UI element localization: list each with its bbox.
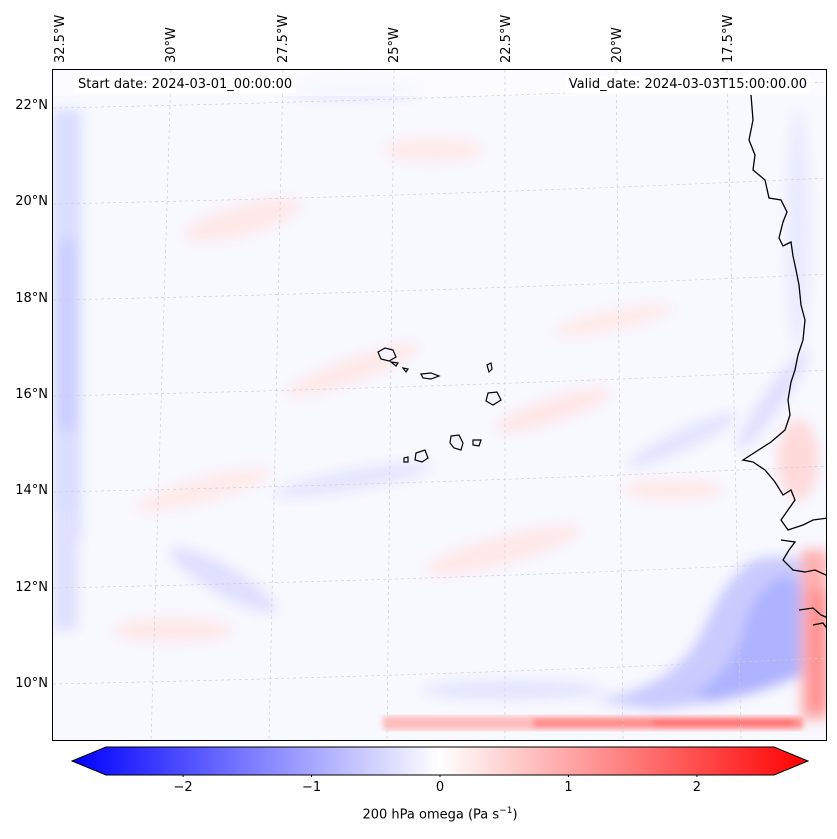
colorbar-tick-label: −2 <box>173 780 193 795</box>
lat-label-12n: 12°N <box>15 580 48 595</box>
lon-label-17-5w: 17.5°W <box>721 14 736 63</box>
lat-label-22n: 22°N <box>15 98 48 113</box>
lat-label-20n: 20°N <box>15 194 48 209</box>
colorbar-tick-label: 2 <box>692 780 702 795</box>
lon-label-22-5w: 22.5°W <box>499 14 514 63</box>
map-canvas <box>53 70 826 740</box>
graticule <box>53 70 826 740</box>
colorbar-tick-label: −1 <box>301 780 322 795</box>
coastline <box>741 94 826 629</box>
colorbar-tick-label: 0 <box>435 780 445 795</box>
lat-label-18n: 18°N <box>15 291 48 306</box>
colorbar-gradient <box>70 746 810 776</box>
cape-verde-islands <box>377 347 502 463</box>
start-date-label: Start date: 2024-03-01_00:00:00 <box>74 76 297 93</box>
lon-label-20w: 20°W <box>610 27 625 63</box>
lat-label-10n: 10°N <box>15 676 48 691</box>
lon-label-25w: 25°W <box>387 27 402 63</box>
colorbar-tick-label: 1 <box>564 780 573 795</box>
colorbar <box>70 746 810 777</box>
lon-label-27-5w: 27.5°W <box>276 14 291 63</box>
lon-label-32-5w: 32.5°W <box>53 14 68 63</box>
valid-date-label: Valid_date: 2024-03-03T15:00:00.00 <box>564 76 811 93</box>
lon-label-30w: 30°W <box>164 27 179 63</box>
lat-label-14n: 14°N <box>15 483 48 498</box>
map-panel <box>52 69 827 741</box>
lat-label-16n: 16°N <box>15 387 48 402</box>
colorbar-title: 200 hPa omega (Pa s−1) <box>362 806 518 823</box>
